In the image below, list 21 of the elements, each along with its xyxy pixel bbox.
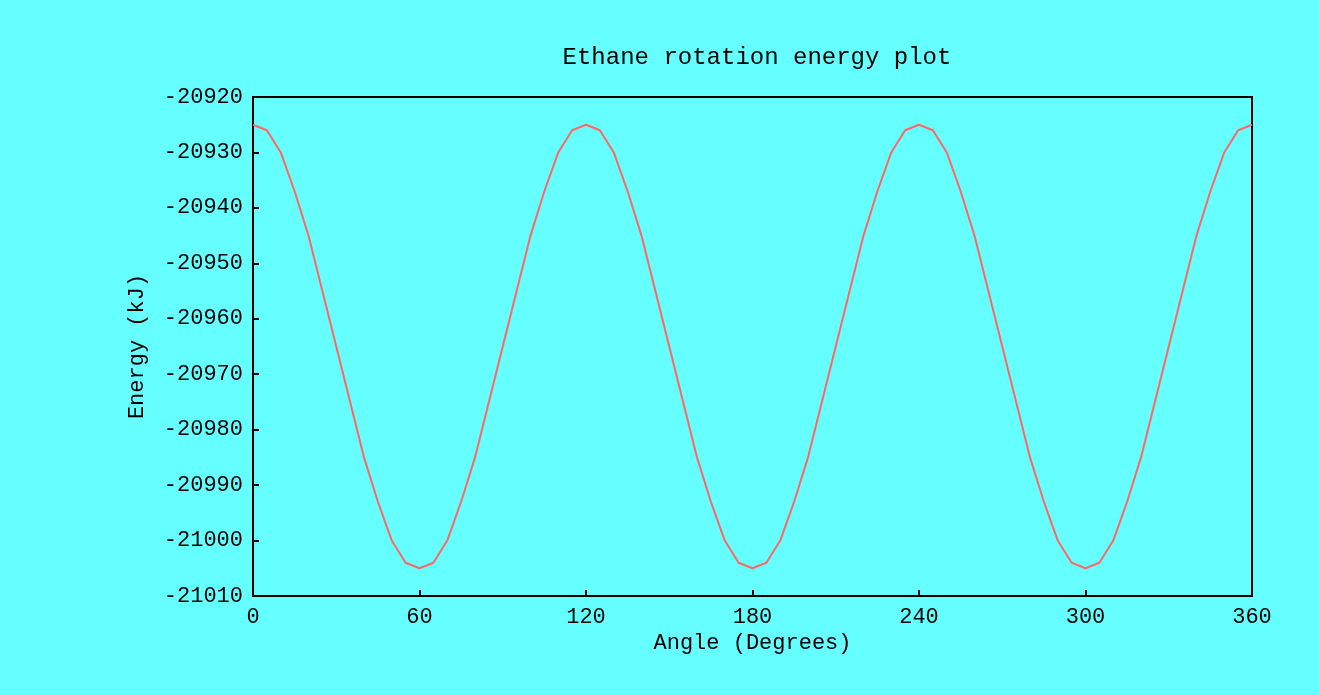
y-tick-label: -20980	[163, 417, 243, 443]
y-tick-label: -21000	[163, 528, 243, 554]
y-tick-label: -20950	[163, 250, 243, 276]
x-axis-title: Angle (Degrees)	[653, 631, 852, 657]
y-tick-label: -20960	[163, 306, 243, 332]
x-tick-label: 120	[566, 604, 606, 630]
x-tick-label: 240	[899, 604, 939, 630]
x-tick-label: 360	[1232, 604, 1272, 630]
y-axis-title: Energy (kJ)	[124, 273, 150, 420]
line-series	[252, 123, 1253, 570]
y-tick-label: -20970	[163, 361, 243, 387]
y-tick-label: -20940	[163, 195, 243, 221]
x-tick-label: 0	[246, 604, 260, 630]
y-tick-label: -21010	[163, 583, 243, 609]
y-tick-label: -20990	[163, 472, 243, 498]
y-tick-label: -20930	[163, 139, 243, 165]
x-tick-label: 60	[406, 604, 433, 630]
chart-title: Ethane rotation energy plot	[562, 43, 952, 71]
x-tick-label: 180	[732, 604, 773, 630]
y-tick-label: -20920	[163, 84, 243, 110]
x-tick-label: 300	[1065, 604, 1106, 630]
